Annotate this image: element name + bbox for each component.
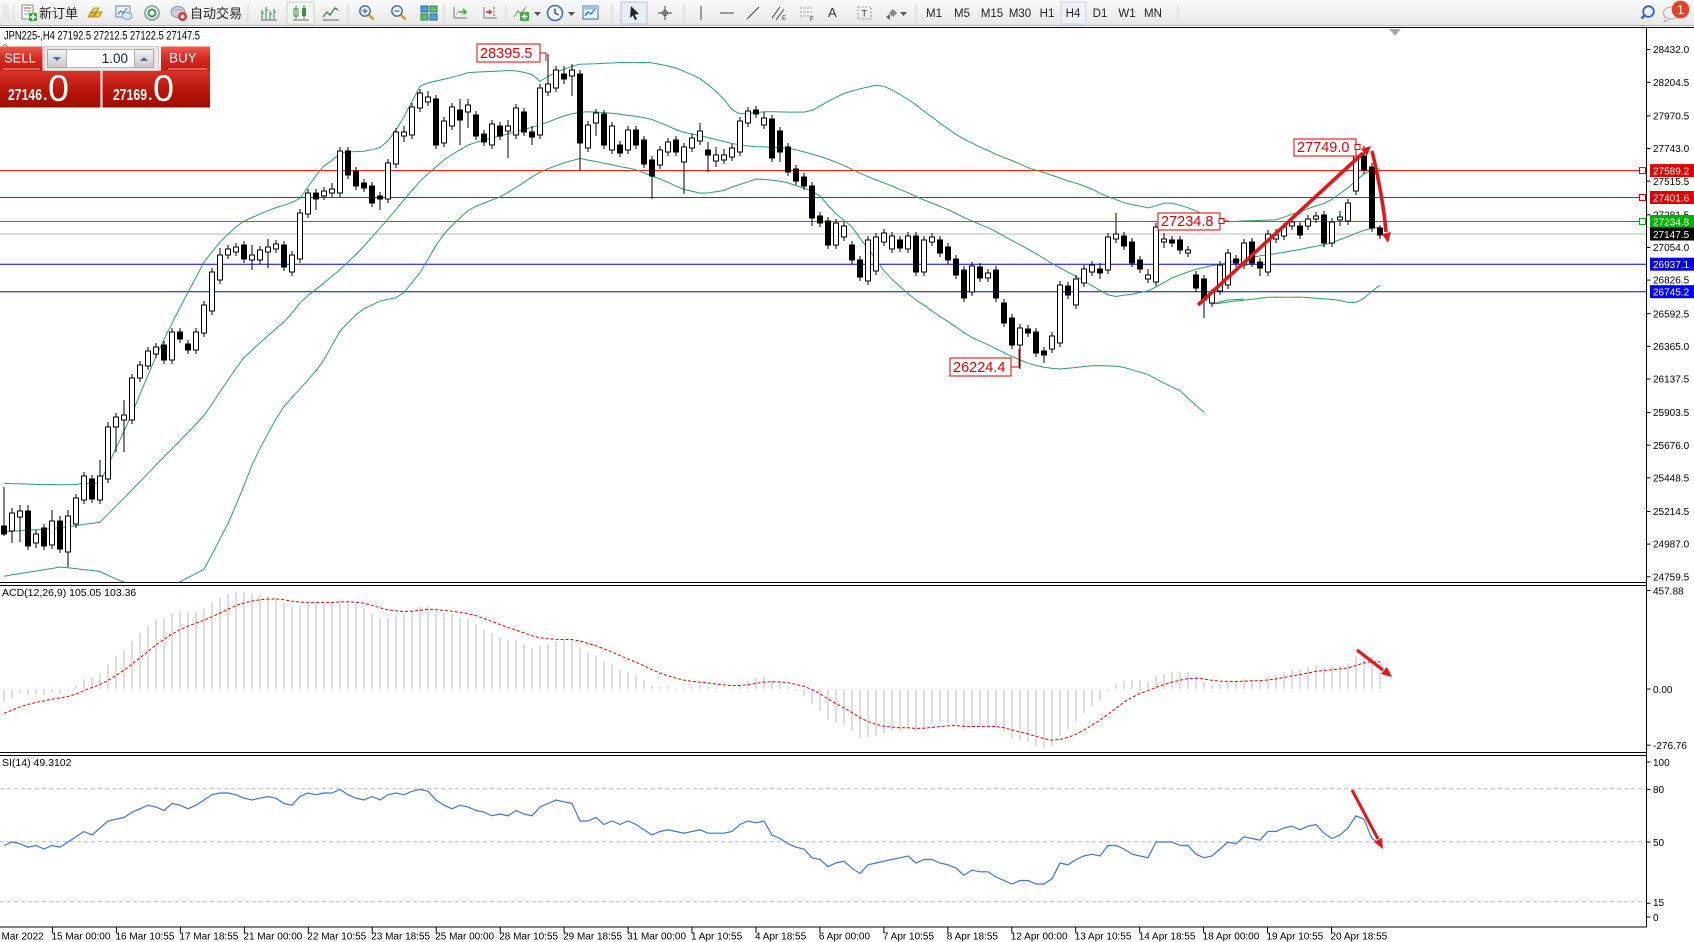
svg-text:27743.0: 27743.0 — [1653, 144, 1690, 155]
svg-text:26937.1: 26937.1 — [1653, 260, 1690, 271]
svg-text:27146: 27146 — [8, 87, 42, 104]
svg-text:22 Mar 10:55: 22 Mar 10:55 — [307, 932, 366, 942]
svg-text:20 Apr 18:55: 20 Apr 18:55 — [1331, 932, 1388, 942]
svg-text:0: 0 — [153, 68, 174, 109]
svg-text:MN: MN — [1144, 8, 1162, 20]
svg-text:25903.5: 25903.5 — [1653, 408, 1690, 419]
svg-text:27234.8: 27234.8 — [1653, 217, 1690, 228]
svg-text:26826.5: 26826.5 — [1653, 276, 1690, 287]
svg-text:26224.4: 26224.4 — [953, 360, 1005, 376]
svg-text:18 Apr 00:00: 18 Apr 00:00 — [1203, 932, 1260, 942]
svg-text:31 Mar 00:00: 31 Mar 00:00 — [627, 932, 686, 942]
svg-text:M30: M30 — [1009, 8, 1031, 20]
svg-text:H4: H4 — [1066, 8, 1081, 20]
svg-text:新订单: 新订单 — [39, 6, 78, 21]
svg-text:21 Mar 00:00: 21 Mar 00:00 — [243, 932, 302, 942]
svg-text:13 Apr 10:55: 13 Apr 10:55 — [1075, 932, 1132, 942]
svg-text:4 Apr 18:55: 4 Apr 18:55 — [755, 932, 807, 942]
svg-text:Mar 2022: Mar 2022 — [2, 932, 45, 942]
svg-text:27147.5: 27147.5 — [1653, 230, 1690, 241]
svg-text:26137.5: 26137.5 — [1653, 375, 1690, 386]
svg-text:15: 15 — [1653, 898, 1665, 909]
svg-text:8 Apr 18:55: 8 Apr 18:55 — [947, 932, 999, 942]
svg-text:E: E — [782, 16, 786, 22]
svg-text:26365.0: 26365.0 — [1653, 342, 1690, 353]
svg-text:100: 100 — [1653, 758, 1670, 769]
svg-text:6 Apr 00:00: 6 Apr 00:00 — [819, 932, 871, 942]
svg-text:28 Mar 10:55: 28 Mar 10:55 — [499, 932, 558, 942]
svg-text:ACD(12,26,9) 105.05 103.36: ACD(12,26,9) 105.05 103.36 — [2, 587, 136, 599]
svg-text:27749.0: 27749.0 — [1297, 140, 1349, 156]
svg-text:D1: D1 — [1093, 8, 1108, 20]
svg-text:自动交易: 自动交易 — [190, 6, 242, 21]
svg-text:W1: W1 — [1118, 8, 1135, 20]
svg-text:50: 50 — [1653, 838, 1665, 849]
svg-text:23 Mar 18:55: 23 Mar 18:55 — [371, 932, 430, 942]
svg-text:JPN225-,H4 27192.5 27212.5 27: JPN225-,H4 27192.5 27212.5 27122.5 27147… — [4, 31, 200, 43]
svg-text:SI(14) 49.3102: SI(14) 49.3102 — [2, 757, 72, 769]
svg-text:.: . — [43, 87, 47, 104]
svg-text:1.00: 1.00 — [102, 51, 128, 66]
svg-text:1 Apr 10:55: 1 Apr 10:55 — [691, 932, 743, 942]
svg-text:25214.5: 25214.5 — [1653, 507, 1690, 518]
svg-text:A: A — [828, 5, 837, 20]
svg-text:26745.2: 26745.2 — [1653, 288, 1690, 299]
svg-text:80: 80 — [1653, 785, 1665, 796]
svg-text:27515.5: 27515.5 — [1653, 177, 1690, 188]
svg-text:.: . — [148, 87, 152, 104]
svg-text:T: T — [862, 9, 868, 19]
svg-text:24987.0: 24987.0 — [1653, 540, 1690, 551]
svg-text:27970.5: 27970.5 — [1653, 112, 1690, 123]
svg-text:0: 0 — [1653, 913, 1659, 924]
svg-text:27169: 27169 — [113, 87, 147, 104]
svg-text:M1: M1 — [926, 8, 942, 20]
svg-text:457.88: 457.88 — [1653, 587, 1684, 598]
svg-text:27054.0: 27054.0 — [1653, 243, 1690, 254]
svg-text:1: 1 — [1677, 2, 1684, 17]
svg-text:-276.76: -276.76 — [1653, 741, 1687, 752]
svg-text:14 Apr 18:55: 14 Apr 18:55 — [1139, 932, 1196, 942]
svg-text:28204.5: 28204.5 — [1653, 78, 1690, 89]
svg-text:M15: M15 — [981, 8, 1003, 20]
svg-text:F: F — [810, 17, 814, 23]
svg-text:M5: M5 — [954, 8, 970, 20]
svg-text:28395.5: 28395.5 — [480, 46, 532, 62]
svg-text:12 Apr 00:00: 12 Apr 00:00 — [1011, 932, 1068, 942]
svg-text:26592.5: 26592.5 — [1653, 309, 1690, 320]
svg-text:0: 0 — [48, 68, 69, 109]
svg-text:25448.5: 25448.5 — [1653, 474, 1690, 485]
svg-text:25676.0: 25676.0 — [1653, 441, 1690, 452]
svg-text:17 Mar 18:55: 17 Mar 18:55 — [179, 932, 238, 942]
svg-text:27234.8: 27234.8 — [1161, 214, 1213, 230]
svg-text:19 Apr 10:55: 19 Apr 10:55 — [1267, 932, 1324, 942]
svg-text:25 Mar 00:00: 25 Mar 00:00 — [435, 932, 494, 942]
svg-text:BUY: BUY — [169, 51, 197, 66]
svg-text:27401.6: 27401.6 — [1653, 193, 1690, 204]
svg-text:29 Mar 18:55: 29 Mar 18:55 — [563, 932, 622, 942]
svg-text:24759.5: 24759.5 — [1653, 572, 1690, 583]
svg-text:16 Mar 10:55: 16 Mar 10:55 — [116, 932, 175, 942]
svg-text:7 Apr 10:55: 7 Apr 10:55 — [883, 932, 935, 942]
svg-text:0.00: 0.00 — [1653, 685, 1673, 696]
svg-text:15 Mar 00:00: 15 Mar 00:00 — [52, 932, 111, 942]
svg-text:27589.2: 27589.2 — [1653, 166, 1690, 177]
svg-text:H1: H1 — [1040, 8, 1055, 20]
svg-text:SELL: SELL — [4, 51, 36, 66]
svg-text:28432.0: 28432.0 — [1653, 45, 1690, 56]
